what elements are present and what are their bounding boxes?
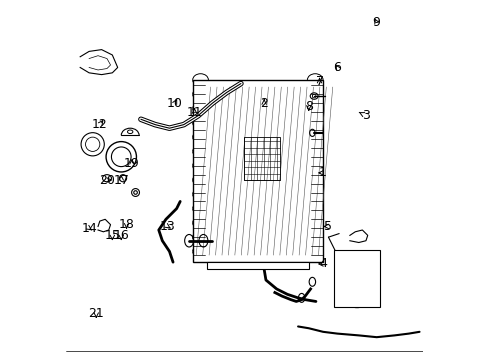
Text: 7: 7 xyxy=(315,75,323,88)
Text: 9: 9 xyxy=(372,16,380,29)
Text: 12: 12 xyxy=(92,118,107,131)
Text: 13: 13 xyxy=(160,220,175,233)
Text: 18: 18 xyxy=(119,218,134,231)
Polygon shape xyxy=(98,219,110,232)
FancyBboxPatch shape xyxy=(192,80,323,262)
Text: 1: 1 xyxy=(318,166,326,179)
Text: 3: 3 xyxy=(359,109,369,122)
Bar xyxy=(244,137,280,180)
Text: 4: 4 xyxy=(318,257,326,270)
Text: 6: 6 xyxy=(333,61,341,74)
Text: 8: 8 xyxy=(304,100,312,113)
Text: 19: 19 xyxy=(124,157,140,170)
Text: 2: 2 xyxy=(260,97,267,110)
Text: 14: 14 xyxy=(81,222,97,235)
Text: 5: 5 xyxy=(324,220,332,233)
Text: 17: 17 xyxy=(113,174,129,186)
Text: 15: 15 xyxy=(104,229,120,242)
FancyBboxPatch shape xyxy=(333,249,380,307)
Text: 10: 10 xyxy=(166,97,183,110)
Polygon shape xyxy=(80,50,118,75)
Bar xyxy=(206,262,308,269)
Polygon shape xyxy=(349,230,367,243)
Text: 20: 20 xyxy=(99,174,115,186)
Text: 11: 11 xyxy=(186,105,202,119)
Text: 16: 16 xyxy=(113,229,129,242)
Text: 21: 21 xyxy=(88,307,104,320)
